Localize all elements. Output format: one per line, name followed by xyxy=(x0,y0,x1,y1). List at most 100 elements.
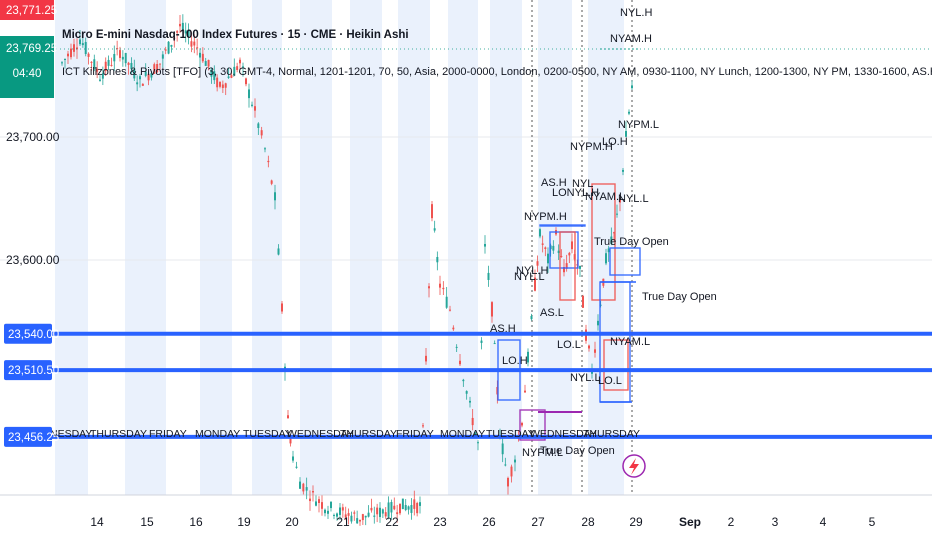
candle-body xyxy=(557,250,560,254)
candle-body xyxy=(387,502,390,517)
candle-body xyxy=(410,505,413,513)
day-label: MONDAY xyxy=(440,428,485,440)
annotation-label: NYL xyxy=(572,178,593,190)
annotation-label: NYPM.H xyxy=(570,141,613,153)
candle-body xyxy=(287,415,289,419)
candle-body xyxy=(270,180,273,184)
candle-body xyxy=(133,68,136,79)
session-box xyxy=(591,183,616,301)
annotation-label: NYPM.L xyxy=(522,447,563,459)
candle-body xyxy=(187,29,190,37)
day-label: TUESDAY xyxy=(243,428,292,440)
candle-body xyxy=(318,499,320,503)
candle-body xyxy=(239,59,241,64)
price-tag-current: 23,769.25 xyxy=(6,43,57,55)
candle-body xyxy=(571,241,573,250)
candle-body xyxy=(469,400,471,403)
candle-body xyxy=(161,54,164,59)
session-box xyxy=(559,231,576,301)
candle-body xyxy=(613,232,615,234)
lightning-icon[interactable] xyxy=(622,454,646,478)
candle-body xyxy=(582,296,584,308)
candle-body xyxy=(493,343,496,345)
candle-body xyxy=(480,340,483,343)
candle-body xyxy=(156,64,159,72)
x-tick-label: 23 xyxy=(433,515,447,529)
candle-body xyxy=(87,53,90,57)
session-band xyxy=(350,0,382,495)
session-box xyxy=(539,224,586,227)
candle-body xyxy=(501,443,504,455)
x-tick-label: 3 xyxy=(772,515,779,529)
annotation-label: NYPM.L xyxy=(618,119,659,131)
level-tag: 23,456.25 xyxy=(8,432,59,444)
candle-body xyxy=(213,71,216,81)
candle-body xyxy=(521,422,523,426)
candle-body xyxy=(236,66,239,70)
candle-body xyxy=(124,52,127,64)
annotation-label: True Day Open xyxy=(540,445,615,457)
x-tick-label: Sep xyxy=(679,515,701,529)
candle-body xyxy=(277,248,280,255)
candle-body xyxy=(324,509,326,514)
candle-body xyxy=(136,82,139,85)
candle-body xyxy=(113,53,116,62)
annotation-label: NYL.L xyxy=(570,372,601,384)
x-tick-label: 29 xyxy=(629,515,643,529)
candle-body xyxy=(107,59,110,66)
candle-body xyxy=(227,76,230,78)
candle-body xyxy=(267,160,270,163)
level-tag: 23,510.50 xyxy=(8,365,59,377)
candle-body xyxy=(67,53,69,57)
candle-body xyxy=(507,477,509,487)
y-axis: 23,700.00 23,600.00 xyxy=(6,130,60,267)
x-tick-label: 14 xyxy=(90,515,104,529)
horizontal-levels xyxy=(50,331,932,439)
candle-body xyxy=(101,73,104,79)
candle-body xyxy=(76,47,78,50)
candle-body xyxy=(96,68,99,72)
indicator-legend[interactable]: ICT Killzones & Pivots [TFO] (3, 30, GMT… xyxy=(62,66,932,78)
x-tick-label: 22 xyxy=(385,515,399,529)
annotation-label: True Day Open xyxy=(594,236,669,248)
candle-body xyxy=(449,309,451,311)
x-tick-label: 19 xyxy=(237,515,251,529)
annotation-label: NYAM.H xyxy=(610,33,652,45)
day-label: THURSDAY xyxy=(340,428,397,440)
candle-body xyxy=(422,425,424,427)
session-band xyxy=(300,0,332,495)
candle-body xyxy=(399,503,401,514)
session-band xyxy=(125,0,166,495)
candle-body xyxy=(442,287,445,290)
candle-body xyxy=(544,247,547,249)
candle-body xyxy=(210,69,213,77)
candle-body xyxy=(607,248,610,253)
candle-body xyxy=(84,41,87,55)
candle-body xyxy=(299,481,301,489)
candle-body xyxy=(207,59,210,67)
candle-body xyxy=(416,502,419,514)
candle-body xyxy=(70,48,72,58)
annotation-label: NYL.L xyxy=(618,193,649,205)
candle-body xyxy=(552,245,555,251)
candle-body xyxy=(622,169,624,172)
x-tick-label: 27 xyxy=(531,515,545,529)
candle-body xyxy=(431,204,433,219)
session-band xyxy=(490,0,522,495)
session-band xyxy=(55,0,88,495)
candle-body xyxy=(257,123,260,129)
candle-body xyxy=(190,41,193,47)
candle-body xyxy=(116,48,119,50)
candle-body xyxy=(153,64,156,74)
level-tag-bg xyxy=(4,426,52,447)
candle-body xyxy=(452,327,455,330)
candle-body xyxy=(568,252,571,256)
candle-body xyxy=(560,255,563,257)
candle-body xyxy=(193,41,196,46)
candle-body xyxy=(305,487,308,491)
candle-body xyxy=(167,41,170,54)
x-tick-label: 2 xyxy=(728,515,735,529)
candle-body xyxy=(376,507,379,515)
